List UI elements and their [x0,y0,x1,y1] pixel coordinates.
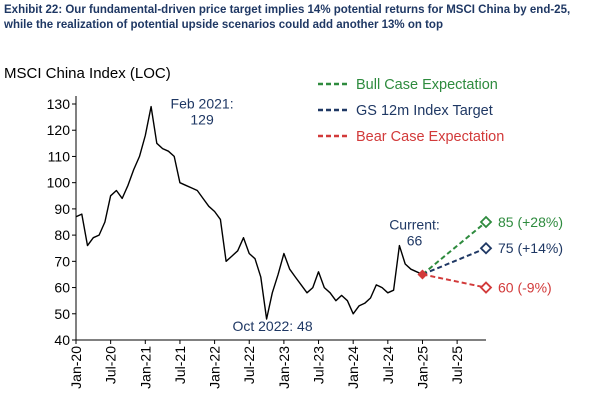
end-label: 60 (-9%) [498,280,552,296]
annotation-current-line-1: Current: [389,216,440,232]
y-tick-label: 70 [54,253,70,269]
y-tick-label: 60 [54,280,70,296]
exhibit-title-line-1: Exhibit 22: Our fundamental-driven price… [4,4,571,16]
y-tick-label: 90 [54,201,70,217]
legend: Bull Case Expectation GS 12m Index Target… [318,77,504,145]
x-tick-label: Jul-25 [449,346,465,384]
x-tick-label: Jul-20 [103,346,119,384]
end-label: 75 (+14%) [498,240,563,256]
start-marker-diamond [417,269,428,280]
x-tick-label: Jan-20 [68,346,84,389]
end-marker-diamond [479,281,493,294]
series-markers [417,215,493,294]
series-line-gs-12m-index-target [422,247,487,276]
y-tick-label: 40 [54,332,70,348]
series-line-bear-case-expectation [422,273,487,289]
legend-label: Bull Case Expectation [356,77,498,93]
end-labels: 85 (+28%) 75 (+14%) 60 (-9%) [498,214,563,296]
axes [75,96,486,341]
end-marker-diamond [479,215,493,229]
y-tick-label: 50 [54,306,70,322]
annotation-peak-line-2: 129 [190,112,214,128]
x-tick-label: Jan-23 [276,346,292,389]
end-label: 85 (+28%) [498,214,563,230]
exhibit-title: Exhibit 22: Our fundamental-driven price… [4,3,588,32]
y-tick-label: 80 [54,227,70,243]
y-tick-label: 130 [47,96,71,112]
series-line-bull-case-expectation [421,221,487,276]
series-line-history [75,105,423,320]
exhibit-title-line-2: while the realization of potential upsid… [4,18,443,31]
x-tick-label: Jul-22 [241,346,257,384]
annotations: Feb 2021:129 Oct 2022: 48 Current:66 [171,96,440,334]
annotation-peak-line-1: Feb 2021: [171,96,234,112]
legend-label: GS 12m Index Target [356,103,493,119]
x-tick-label: Jul-21 [172,346,188,384]
x-ticks: Jan-20 Jul-20 Jan-21 Jul-21 Jan-22 Jul-22 Jan-… [68,340,465,389]
annotation-current-line-2: 66 [407,232,423,248]
y-tick-label: 100 [47,175,71,191]
legend-label: Bear Case Expectation [356,129,504,145]
x-tick-label: Jan-24 [345,346,361,389]
y-axis-label: MSCI China Index (LOC) [4,65,171,82]
x-tick-label: Jul-24 [380,346,396,384]
end-marker-diamond [479,241,493,255]
y-ticks: 40 50 60 70 80 90 100 110 120 130 [47,96,76,348]
x-tick-label: Jul-23 [311,346,327,384]
x-tick-label: Jan-25 [414,346,430,389]
annotation-trough: Oct 2022: 48 [232,318,312,334]
x-tick-label: Jan-21 [137,346,153,389]
y-tick-label: 120 [47,122,71,138]
x-tick-label: Jan-22 [207,346,223,389]
series-lines [75,105,487,320]
y-tick-label: 110 [48,148,71,164]
